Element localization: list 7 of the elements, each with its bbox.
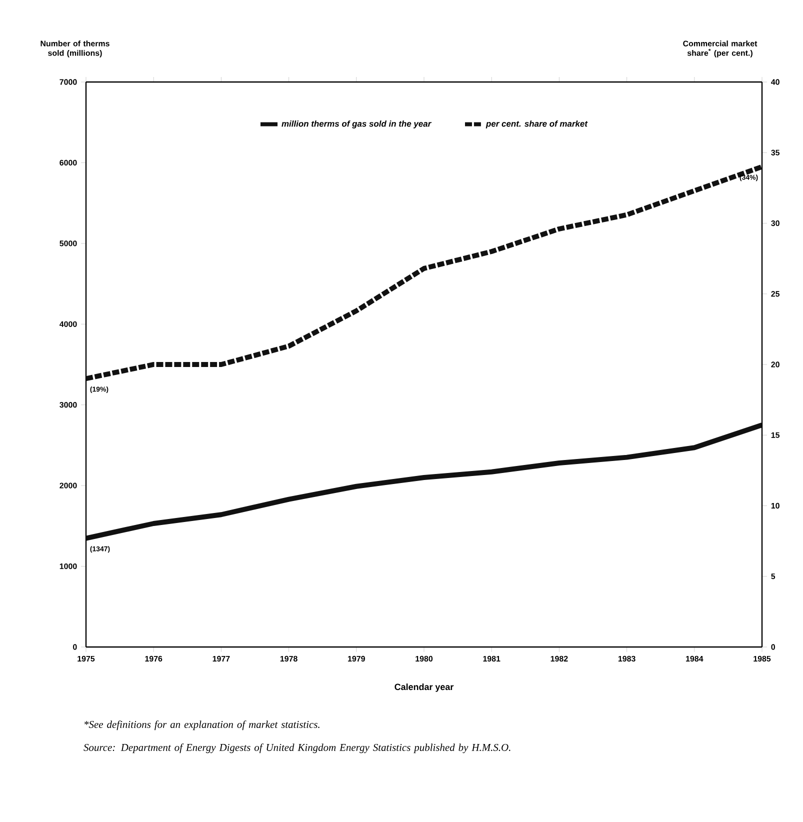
text: *See definitions for an explanation of market statistics.	[84, 720, 320, 730]
x-axis-title: Calendar year	[394, 684, 454, 692]
source-note: Source: Department of Energy Digests of United Kingdom Energy Statistics published by H.M.S.O.	[84, 744, 510, 754]
legend-label: per cent. share of market	[486, 120, 588, 128]
line-series	[86, 422, 762, 541]
legend-label: million therms of gas sold in the year	[282, 120, 432, 128]
line-series	[86, 164, 762, 382]
